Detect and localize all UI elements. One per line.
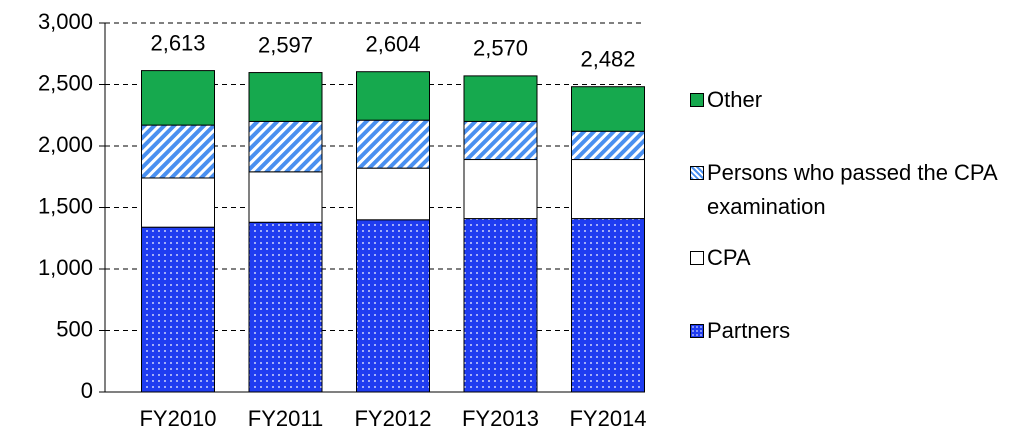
- y-tick-label: 1,500: [38, 193, 93, 218]
- bar-segment: [571, 159, 645, 220]
- y-tick-label: 3,000: [38, 9, 93, 34]
- bar-segment: [248, 120, 323, 173]
- legend-entry: Persons who passed the CPA examination: [690, 156, 1010, 224]
- total-label: 2,570: [473, 36, 528, 61]
- bar-segment: [463, 75, 538, 122]
- y-tick-label: 0: [81, 378, 93, 403]
- legend-swatch: [690, 324, 704, 338]
- y-tick-label: 1,000: [38, 255, 93, 280]
- bar-segment: [571, 218, 645, 393]
- bar-segment: [141, 226, 215, 393]
- bar-segment: [141, 70, 215, 126]
- bar-segment: [356, 71, 430, 121]
- legend-entry: Other: [690, 83, 1010, 117]
- legend-entry: Partners: [690, 314, 1010, 348]
- bar-segment: [571, 86, 645, 132]
- bar-segment: [356, 219, 430, 393]
- bar-segment: [356, 167, 430, 221]
- legend-swatch: [690, 251, 704, 265]
- legend-entry: CPA: [690, 241, 1010, 275]
- bar-segment: [463, 218, 538, 393]
- total-label: 2,597: [258, 32, 313, 57]
- legend-label: Partners: [707, 318, 791, 343]
- legend-label: Other: [707, 87, 763, 112]
- total-label: 2,613: [150, 30, 205, 55]
- legend-label: Persons who passed the CPA examination: [707, 160, 997, 219]
- x-tick-label: FY2012: [354, 406, 431, 431]
- bar-segment: [248, 171, 323, 223]
- legend-swatch: [690, 166, 704, 180]
- total-label: 2,482: [580, 47, 635, 72]
- y-tick-label: 2,000: [38, 132, 93, 157]
- legend-label: CPA: [707, 245, 751, 270]
- bar-segment: [141, 124, 215, 179]
- y-tick-label: 500: [56, 316, 93, 341]
- bar-segment: [463, 159, 538, 220]
- x-tick-label: FY2010: [139, 406, 216, 431]
- x-tick-label: FY2011: [248, 406, 323, 431]
- x-tick-label: FY2014: [569, 406, 646, 431]
- x-tick-label: FY2013: [462, 406, 539, 431]
- legend-swatch: [690, 93, 704, 107]
- bar-segment: [571, 130, 645, 161]
- bar-segment: [248, 72, 323, 122]
- bar-segment: [248, 221, 323, 393]
- total-label: 2,604: [365, 32, 420, 57]
- bar-segment: [463, 120, 538, 161]
- y-tick-label: 2,500: [38, 70, 93, 95]
- bar-segment: [141, 177, 215, 228]
- bar-segment: [356, 119, 430, 169]
